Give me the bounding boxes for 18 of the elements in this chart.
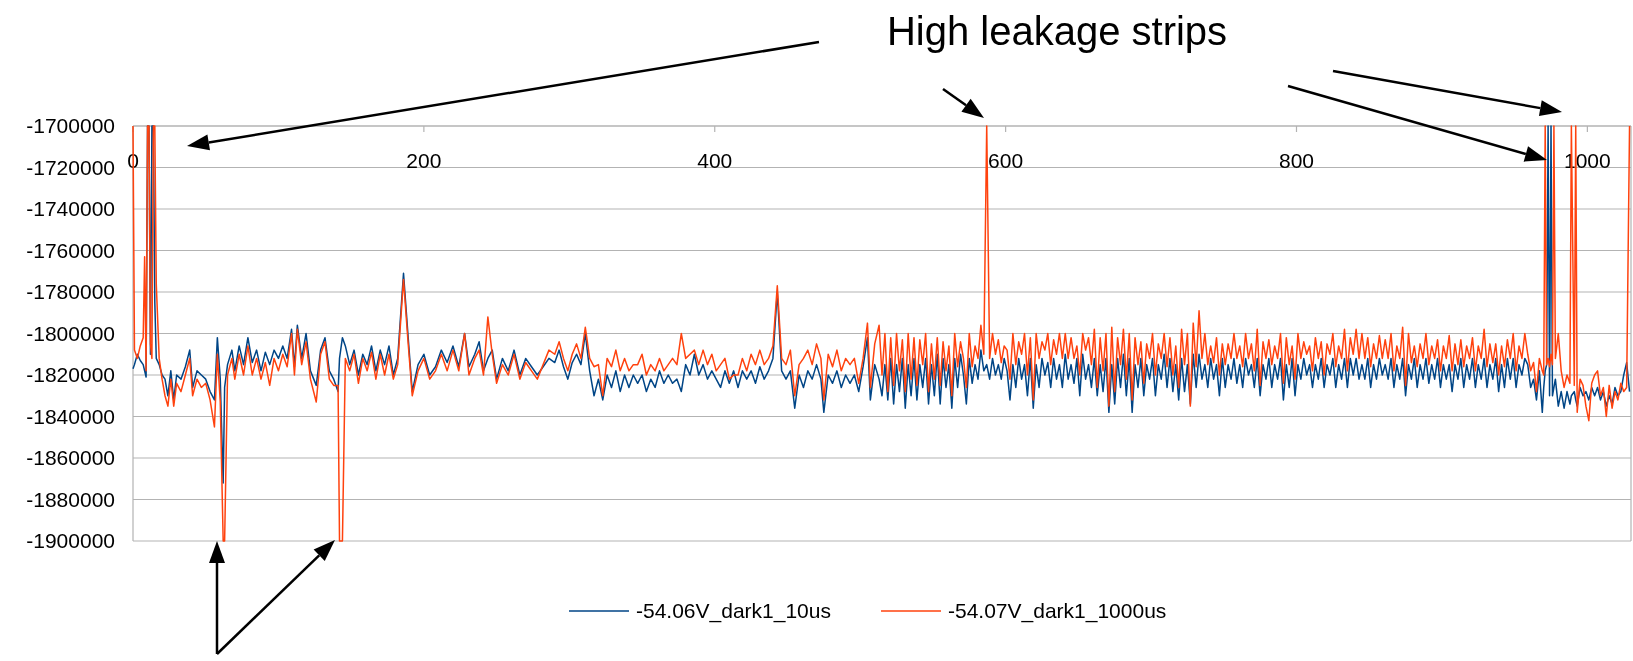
y-tick-label: -1800000 xyxy=(26,321,115,345)
y-tick-label: -1760000 xyxy=(26,238,115,262)
y-tick-label: -1780000 xyxy=(26,280,115,304)
y-tick-label: -1900000 xyxy=(26,529,115,553)
x-tick-label: 200 xyxy=(406,149,442,172)
y-tick-label: -1740000 xyxy=(26,197,115,221)
y-tick-label: -1720000 xyxy=(26,155,115,179)
text: High leakage strips xyxy=(886,9,1228,53)
legend-label: -54.07V_dark1_1000us xyxy=(948,599,1167,624)
y-tick-label: -1840000 xyxy=(26,404,115,428)
legend-label: -54.06V_dark1_10us xyxy=(636,599,831,624)
x-tick-label: 800 xyxy=(1278,149,1315,172)
x-tick-label: 600 xyxy=(988,149,1024,172)
y-tick-label: -1880000 xyxy=(26,487,115,511)
y-tick-label: -1860000 xyxy=(26,446,115,470)
y-tick-label: -1700000 xyxy=(26,114,115,138)
y-tick-label: -1820000 xyxy=(26,363,115,387)
x-tick-label: 400 xyxy=(697,149,733,172)
